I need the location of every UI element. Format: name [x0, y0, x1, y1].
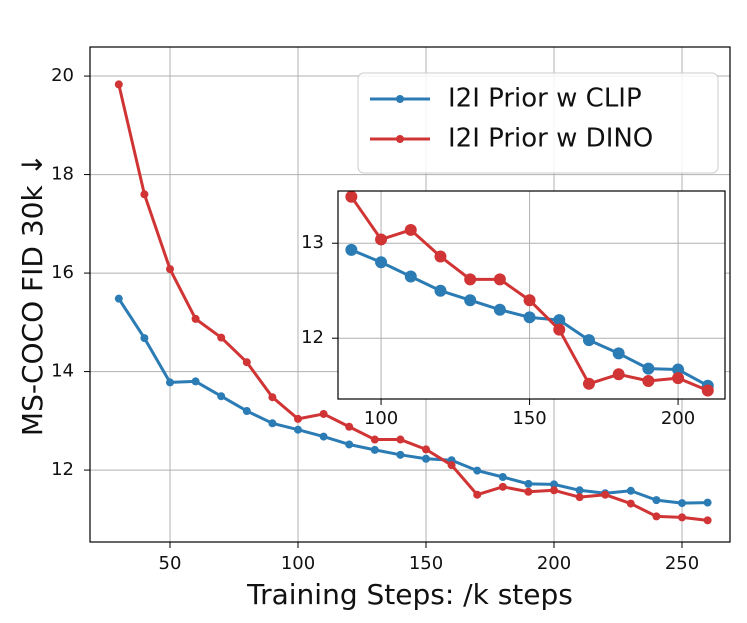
- data-point: [404, 223, 417, 236]
- data-point: [217, 333, 226, 342]
- data-point: [626, 499, 635, 508]
- data-point: [434, 250, 447, 263]
- data-point: [319, 432, 328, 441]
- data-point: [550, 480, 558, 489]
- data-point: [319, 409, 328, 418]
- data-point: [464, 273, 477, 286]
- data-point: [345, 243, 358, 256]
- x-tick-label: 100: [281, 553, 315, 574]
- data-point: [652, 512, 661, 521]
- x-tick-label: 200: [661, 408, 695, 429]
- data-point: [703, 516, 712, 525]
- data-point: [575, 493, 584, 502]
- data-point: [678, 499, 686, 508]
- data-point: [672, 372, 685, 385]
- data-point: [612, 347, 625, 360]
- data-point: [553, 314, 566, 327]
- data-point: [345, 440, 354, 449]
- data-point: [166, 378, 174, 387]
- data-point: [345, 190, 358, 203]
- data-point: [434, 284, 447, 297]
- data-point: [701, 384, 714, 397]
- data-point: [294, 414, 302, 423]
- y-tick-label: 12: [51, 459, 74, 480]
- x-tick-label: 50: [159, 553, 182, 574]
- legend-marker: [396, 95, 404, 103]
- data-point: [678, 513, 686, 522]
- y-tick-label: 13: [301, 232, 324, 253]
- y-tick-label: 12: [301, 327, 324, 348]
- data-point: [375, 233, 388, 246]
- data-point: [404, 270, 417, 283]
- data-point: [601, 490, 610, 499]
- legend-label: I2I Prior w CLIP: [448, 84, 642, 114]
- data-point: [114, 294, 123, 303]
- plot-frame: [89, 46, 731, 543]
- y-tick-label: 20: [51, 65, 74, 86]
- data-point: [370, 445, 379, 454]
- data-point: [642, 374, 655, 387]
- data-point: [550, 486, 558, 495]
- data-point: [464, 294, 477, 307]
- data-point: [396, 435, 405, 444]
- data-point: [652, 496, 661, 505]
- data-point: [370, 435, 379, 444]
- data-point: [473, 490, 482, 499]
- data-point: [114, 80, 123, 89]
- data-point: [493, 273, 506, 286]
- y-axis-label: MS-COCO FID 30k ↓: [16, 153, 49, 436]
- data-point: [524, 487, 533, 496]
- legend-marker: [396, 135, 404, 143]
- legend-box: [357, 72, 719, 174]
- y-tick-label: 14: [51, 361, 74, 382]
- data-point: [672, 363, 685, 376]
- x-tick-label: 200: [537, 553, 571, 574]
- legend-label: I2I Prior w DINO: [448, 124, 653, 154]
- data-point: [345, 422, 354, 431]
- y-tick-label: 16: [51, 262, 74, 283]
- data-point: [140, 190, 149, 199]
- x-axis-label: Training Steps: /k steps: [246, 578, 573, 611]
- x-tick-label: 150: [409, 553, 443, 574]
- data-point: [242, 358, 251, 367]
- series-line: [117, 297, 708, 505]
- data-point: [553, 323, 566, 336]
- data-point: [191, 377, 200, 386]
- plot-frame: [337, 190, 726, 400]
- data-point: [524, 479, 533, 488]
- data-point: [166, 265, 174, 274]
- data-point: [191, 314, 200, 323]
- series-line: [117, 84, 708, 522]
- data-point: [582, 334, 595, 347]
- data-point: [140, 334, 149, 343]
- data-point: [523, 294, 536, 307]
- data-point: [268, 419, 277, 428]
- data-point: [217, 392, 226, 401]
- data-point: [493, 303, 506, 316]
- data-point: [375, 256, 388, 269]
- data-point: [422, 445, 430, 454]
- data-point: [626, 486, 635, 495]
- data-point: [575, 486, 584, 495]
- data-point: [642, 362, 655, 375]
- data-point: [498, 482, 507, 491]
- data-point: [612, 368, 625, 381]
- y-tick-label: 18: [51, 164, 74, 185]
- data-point: [268, 393, 277, 402]
- x-tick-label: 250: [665, 553, 699, 574]
- data-point: [294, 425, 302, 434]
- data-point: [422, 454, 430, 463]
- data-point: [473, 466, 482, 475]
- data-point: [582, 377, 595, 390]
- data-point: [498, 472, 507, 481]
- x-tick-label: 100: [364, 408, 398, 429]
- x-tick-label: 150: [512, 408, 546, 429]
- data-point: [523, 311, 536, 324]
- data-point: [447, 461, 456, 470]
- data-point: [242, 406, 251, 415]
- data-point: [703, 498, 712, 507]
- data-point: [396, 450, 405, 459]
